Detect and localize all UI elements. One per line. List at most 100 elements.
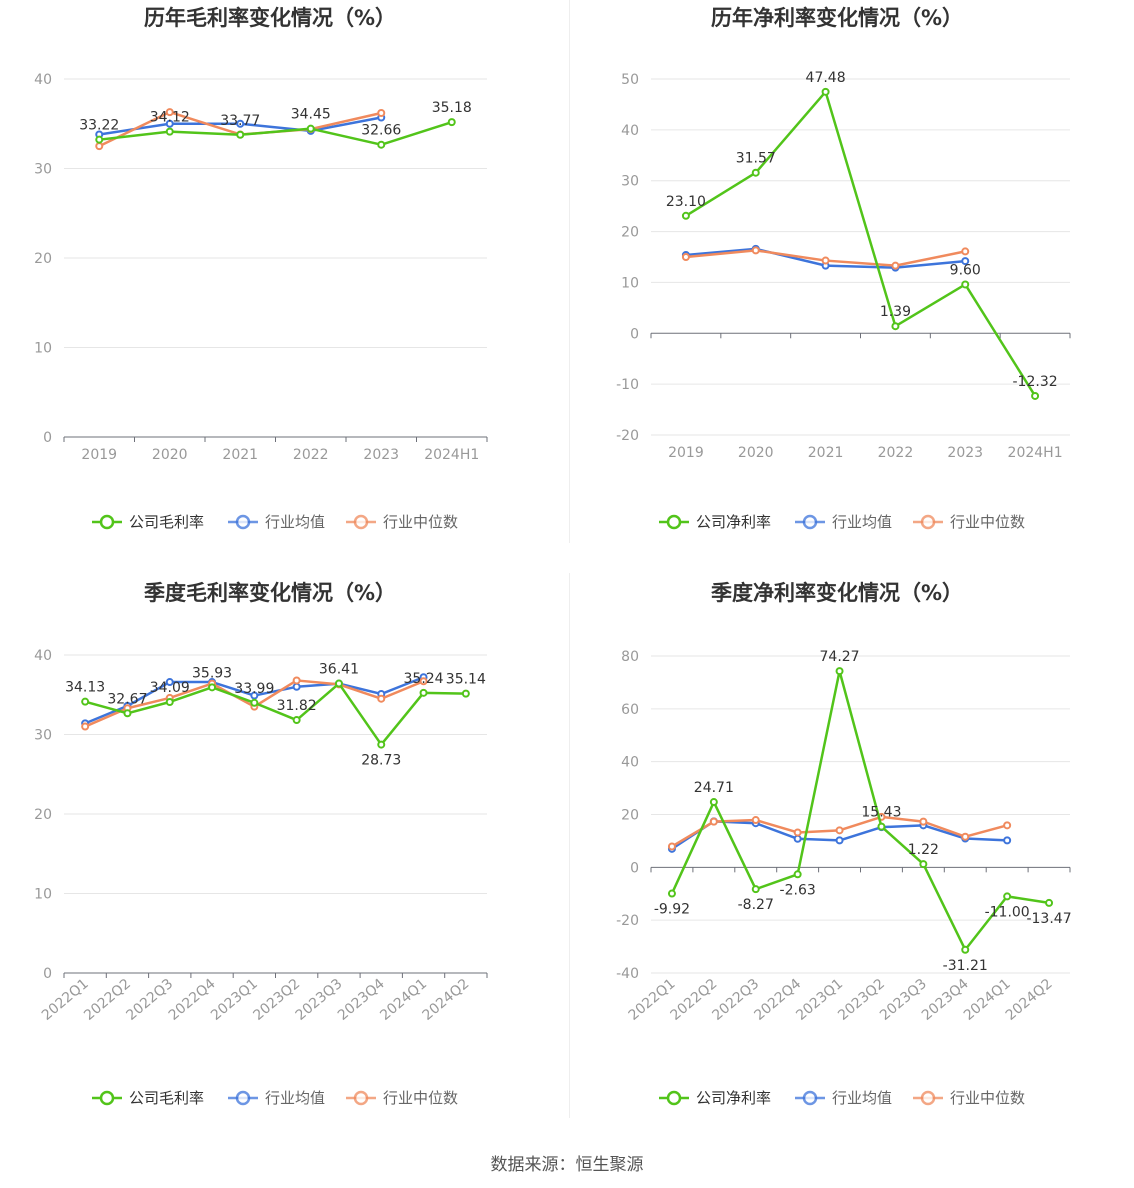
data-point-company: [821, 87, 830, 96]
x-tick-label: 2023Q3: [293, 976, 346, 1024]
data-point-company: [461, 689, 470, 698]
x-tick-label: 2024Q2: [420, 976, 473, 1024]
y-tick-label: 0: [43, 430, 52, 446]
chart-title: 季度净利率变化情况（%）: [711, 581, 963, 605]
x-tick-label: 2023Q2: [250, 976, 303, 1024]
y-tick-label: 10: [34, 887, 52, 903]
data-point-median: [377, 694, 386, 703]
data-point-company: [165, 127, 174, 136]
legend-label-company: 公司毛利率: [129, 1089, 204, 1107]
chart-title: 季度毛利率变化情况（%）: [144, 581, 396, 605]
x-tick-label: 2023Q4: [335, 976, 388, 1024]
legend-marker-avg: [802, 1090, 818, 1106]
data-label: 35.18: [432, 100, 472, 116]
legend-label-avg: 行业均值: [265, 1089, 325, 1107]
data-point-median: [793, 828, 802, 837]
y-tick-label: 20: [621, 225, 639, 241]
data-label: 34.13: [65, 680, 105, 696]
data-point-avg: [292, 682, 301, 691]
data-label: 35.24: [404, 671, 444, 687]
x-tick-label: 2021: [808, 445, 844, 461]
x-tick-label: 2019: [668, 445, 704, 461]
data-label: 32.67: [107, 691, 147, 707]
x-tick-label: 2020: [152, 447, 188, 463]
data-point-median: [835, 826, 844, 835]
series-line-company: [670, 669, 1050, 952]
legend-label-avg: 行业均值: [832, 513, 892, 531]
data-label: 35.93: [192, 665, 232, 681]
data-point-median: [81, 722, 90, 731]
chart-annual-gross: 历年毛利率变化情况（%） 0 10 20 30 40 2019 2020 2021 2022 202…: [34, 6, 488, 531]
legend-label-company: 公司毛利率: [129, 513, 204, 531]
data-label: -2.63: [780, 882, 816, 898]
x-tick-label: 2024H1: [1008, 445, 1063, 461]
data-point-median: [709, 817, 718, 826]
x-tick-label: 2020: [738, 445, 774, 461]
data-label: 28.73: [361, 753, 401, 769]
x-tick-label: 2022Q1: [39, 976, 92, 1024]
data-point-company: [292, 716, 301, 725]
data-point-company: [681, 211, 690, 220]
data-point-company: [835, 667, 844, 676]
data-label: -11.00: [985, 904, 1030, 920]
y-tick-label: 0: [630, 326, 639, 342]
x-tick-label: 2022: [878, 445, 914, 461]
legend-label-median: 行业中位数: [383, 1089, 458, 1107]
data-source-note: 数据来源：恒生聚源: [490, 1155, 644, 1175]
data-point-median: [95, 142, 104, 151]
data-point-company: [877, 822, 886, 831]
y-tick-label: 20: [621, 808, 639, 824]
y-tick-label: 40: [621, 123, 639, 139]
y-tick-label: 20: [34, 251, 52, 267]
data-point-median: [377, 109, 386, 118]
legend-label-median: 行业中位数: [950, 513, 1025, 531]
data-label: 33.22: [79, 118, 119, 134]
data-label: 47.48: [806, 70, 846, 86]
data-point-median: [891, 261, 900, 270]
data-point-avg: [835, 836, 844, 845]
data-point-company: [334, 679, 343, 688]
data-point-company: [377, 140, 386, 149]
data-point-avg: [165, 119, 174, 128]
data-point-median: [1003, 821, 1012, 830]
data-label: 34.09: [150, 680, 190, 696]
x-tick-label: 2022: [293, 447, 329, 463]
data-point-company: [667, 889, 676, 898]
y-tick-label: 80: [621, 649, 639, 665]
data-point-company: [95, 135, 104, 144]
data-point-avg: [236, 119, 245, 128]
legend-marker-avg: [235, 514, 251, 530]
data-label: -9.92: [654, 902, 690, 918]
x-tick-label: 2019: [81, 447, 117, 463]
y-tick-label: 0: [43, 966, 52, 982]
legend-marker-company: [99, 1090, 115, 1106]
x-tick-label: 2023Q1: [208, 976, 261, 1024]
data-point-company: [709, 798, 718, 807]
y-tick-label: 40: [621, 755, 639, 771]
x-tick-label: 2024Q1: [377, 976, 430, 1024]
data-label: 31.57: [736, 151, 776, 167]
legend-marker-median: [353, 514, 369, 530]
data-point-company: [751, 885, 760, 894]
series-line-company: [99, 120, 453, 146]
y-tick-label: 30: [621, 174, 639, 190]
data-point-company: [793, 870, 802, 879]
data-label: 34.45: [291, 107, 331, 123]
data-point-company: [419, 688, 428, 697]
data-label: 24.71: [694, 780, 734, 796]
legend-marker-company: [666, 514, 682, 530]
data-point-company: [1031, 391, 1040, 400]
data-point-company: [961, 280, 970, 289]
data-point-company: [250, 698, 259, 707]
data-point-company: [306, 124, 315, 133]
legend-marker-avg: [235, 1090, 251, 1106]
legend-marker-median: [353, 1090, 369, 1106]
data-point-median: [961, 832, 970, 841]
legend-label-company: 公司净利率: [696, 1089, 771, 1107]
data-label: 15.43: [861, 805, 901, 821]
y-tick-label: 40: [34, 72, 52, 88]
legend-label-median: 行业中位数: [950, 1089, 1025, 1107]
legend-marker-company: [666, 1090, 682, 1106]
data-point-company: [165, 697, 174, 706]
y-tick-label: -10: [616, 377, 639, 393]
